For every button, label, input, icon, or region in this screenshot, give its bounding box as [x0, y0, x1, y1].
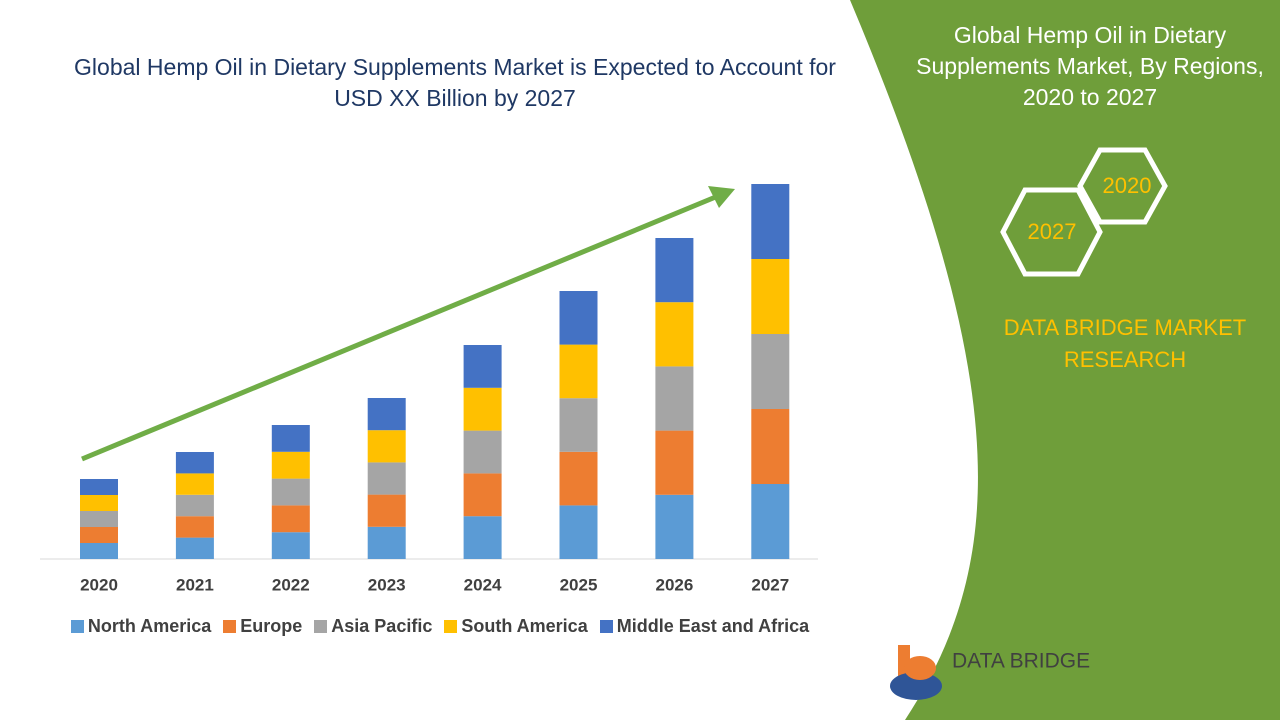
- chart-title: Global Hemp Oil in Dietary Supplements M…: [74, 54, 836, 111]
- brand-text: DATA BRIDGE MARKET RESEARCH: [1003, 315, 1247, 372]
- legend-label: Asia Pacific: [331, 616, 433, 636]
- trend-arrow: [81, 193, 719, 462]
- bar-segment: [751, 184, 790, 259]
- logo-mark: [890, 672, 942, 700]
- legend-item: Europe: [223, 616, 302, 637]
- hex-label: 2020: [1103, 173, 1152, 198]
- legend-label: North America: [87, 616, 212, 636]
- bar-segment: [751, 484, 790, 559]
- bar-segment: [751, 409, 790, 484]
- legend-swatch: [70, 620, 84, 633]
- bar-segment: [367, 526, 406, 559]
- bar-segment: [559, 398, 598, 452]
- bar-segment: [175, 516, 214, 538]
- bar-segment: [559, 344, 598, 399]
- legend-item: Asia Pacific: [314, 616, 432, 637]
- bar-segment: [80, 511, 118, 527]
- bar-segment: [80, 479, 118, 495]
- bar-segment: [175, 537, 214, 559]
- bar-segment: [175, 473, 214, 495]
- bar-segment: [175, 452, 214, 474]
- bar-segment: [655, 302, 694, 367]
- legend-swatch: [223, 620, 237, 633]
- x-tick-label: 2022: [272, 575, 310, 594]
- bar-segment: [367, 494, 406, 527]
- bar-segment: [271, 451, 310, 479]
- bar-segment: [367, 430, 406, 463]
- legend-item: North America: [70, 616, 212, 637]
- x-tick-label: 2021: [176, 575, 214, 594]
- legend-swatch: [599, 620, 613, 633]
- bar-segment: [80, 495, 118, 511]
- x-tick-label: 2020: [80, 575, 118, 594]
- legend-label: Middle East and Africa: [616, 616, 810, 636]
- bar-segment: [367, 462, 406, 495]
- arrow-head: [708, 186, 735, 208]
- bar-segment: [271, 478, 310, 506]
- bar-segment: [463, 516, 502, 559]
- bar-segment: [463, 473, 502, 517]
- legend-item: South America: [444, 616, 588, 637]
- bar-segment: [271, 425, 310, 452]
- logo: DATA BRIDGE: [890, 645, 1090, 700]
- hexagon: [1000, 187, 1103, 277]
- legend-label: Europe: [240, 616, 303, 636]
- hexagon: [1077, 147, 1168, 225]
- x-tick-label: 2026: [655, 575, 693, 594]
- bar-segment: [559, 291, 598, 345]
- side-panel: [850, 0, 1280, 720]
- bar-segment: [271, 505, 310, 533]
- bar-segment: [655, 366, 694, 431]
- bar-segment: [175, 494, 214, 517]
- bar-segment: [463, 387, 502, 431]
- bar-segment: [463, 430, 502, 474]
- bar-segment: [271, 532, 310, 559]
- bar-segment: [751, 259, 790, 334]
- hex-label: 2027: [1028, 219, 1077, 244]
- x-tick-label: 2024: [464, 575, 502, 594]
- legend-swatch: [444, 620, 458, 633]
- x-tick-label: 2023: [368, 575, 406, 594]
- panel-title: Global Hemp Oil in Dietary Supplements M…: [916, 22, 1264, 110]
- logo-mark: [904, 656, 936, 680]
- bar-segment: [463, 345, 502, 388]
- bar-segment: [655, 494, 694, 559]
- x-tick-label: 2025: [560, 575, 598, 594]
- bar-segment: [80, 527, 118, 543]
- bar-segment: [559, 451, 598, 506]
- bar-segment: [367, 398, 406, 431]
- bar-segment: [80, 543, 118, 559]
- logo-text: DATA BRIDGE: [952, 650, 1090, 673]
- bar-segment: [655, 430, 694, 495]
- legend-label: South America: [461, 616, 588, 636]
- bar-segment: [655, 238, 694, 303]
- legend: North America Europe Asia Pacific South Ame…: [40, 616, 840, 637]
- legend-swatch: [314, 620, 328, 633]
- x-tick-label: 2027: [751, 575, 789, 594]
- legend-item: Middle East and Africa: [599, 616, 810, 637]
- bar-segment: [559, 505, 598, 559]
- bar-segment: [751, 334, 790, 409]
